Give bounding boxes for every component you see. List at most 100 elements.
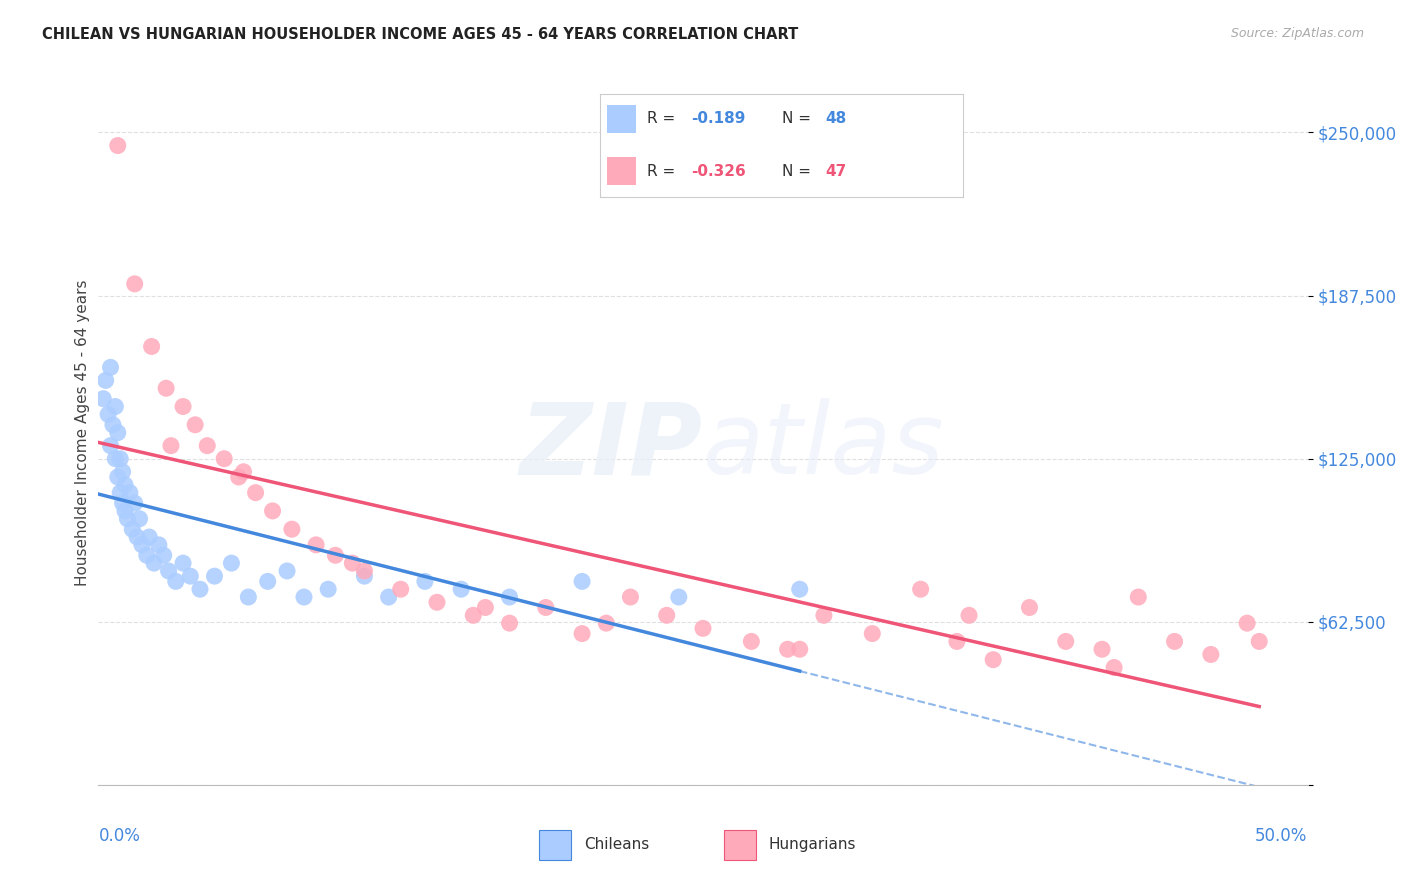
- Point: [118, 485, 141, 500]
- Point: [148, 538, 170, 552]
- Point: [97, 408, 120, 422]
- Point: [143, 556, 166, 570]
- Point: [160, 439, 183, 453]
- Point: [121, 522, 143, 536]
- Point: [325, 549, 347, 563]
- Point: [124, 277, 146, 291]
- Point: [114, 504, 136, 518]
- Point: [108, 485, 131, 500]
- Point: [131, 538, 153, 552]
- Point: [474, 600, 496, 615]
- Point: [107, 138, 129, 153]
- Point: [100, 360, 122, 375]
- Point: [107, 470, 129, 484]
- Point: [128, 512, 150, 526]
- Point: [100, 439, 122, 453]
- Point: [245, 485, 267, 500]
- Point: [789, 642, 811, 657]
- Text: 0.0%: 0.0%: [98, 827, 141, 846]
- Point: [179, 569, 201, 583]
- Point: [1102, 660, 1125, 674]
- Text: CHILEAN VS HUNGARIAN HOUSEHOLDER INCOME AGES 45 - 64 YEARS CORRELATION CHART: CHILEAN VS HUNGARIAN HOUSEHOLDER INCOME …: [42, 27, 799, 42]
- Point: [165, 574, 187, 589]
- Text: 50.0%: 50.0%: [1256, 827, 1308, 846]
- Point: [619, 590, 641, 604]
- Point: [184, 417, 207, 432]
- Point: [117, 512, 139, 526]
- Point: [172, 400, 194, 414]
- Point: [463, 608, 485, 623]
- Point: [342, 556, 364, 570]
- Point: [91, 392, 114, 406]
- Point: [111, 496, 134, 510]
- Point: [232, 465, 254, 479]
- Point: [172, 556, 194, 570]
- Point: [281, 522, 304, 536]
- Text: ZIP: ZIP: [520, 398, 703, 495]
- Point: [195, 439, 218, 453]
- Point: [571, 626, 593, 640]
- Text: Source: ZipAtlas.com: Source: ZipAtlas.com: [1230, 27, 1364, 40]
- Point: [114, 478, 136, 492]
- Point: [107, 425, 129, 440]
- Point: [910, 582, 932, 597]
- Point: [212, 451, 235, 466]
- Point: [316, 582, 339, 597]
- Point: [571, 574, 593, 589]
- Point: [104, 451, 127, 466]
- Y-axis label: Householder Income Ages 45 - 64 years: Householder Income Ages 45 - 64 years: [75, 279, 90, 586]
- Point: [981, 653, 1004, 667]
- Point: [141, 339, 163, 353]
- Point: [1091, 642, 1114, 657]
- Point: [1018, 600, 1040, 615]
- Point: [389, 582, 412, 597]
- Point: [740, 634, 762, 648]
- Point: [1249, 634, 1271, 648]
- Point: [1236, 616, 1258, 631]
- Point: [238, 590, 260, 604]
- Point: [124, 496, 146, 510]
- Point: [1163, 634, 1185, 648]
- Point: [353, 564, 375, 578]
- Point: [413, 574, 436, 589]
- Point: [860, 626, 883, 640]
- Point: [377, 590, 399, 604]
- Point: [262, 504, 284, 518]
- Point: [595, 616, 617, 631]
- Point: [104, 400, 127, 414]
- Point: [305, 538, 328, 552]
- Point: [498, 590, 520, 604]
- Point: [292, 590, 315, 604]
- Point: [692, 621, 714, 635]
- Point: [498, 616, 520, 631]
- Point: [138, 530, 160, 544]
- Point: [1128, 590, 1150, 604]
- Text: atlas: atlas: [703, 398, 945, 495]
- Point: [108, 451, 131, 466]
- Point: [157, 564, 180, 578]
- Point: [426, 595, 449, 609]
- Point: [668, 590, 690, 604]
- Point: [534, 600, 557, 615]
- Point: [276, 564, 298, 578]
- Point: [155, 381, 177, 395]
- Point: [188, 582, 211, 597]
- Point: [152, 549, 174, 563]
- Point: [135, 549, 157, 563]
- Point: [1054, 634, 1077, 648]
- Point: [228, 470, 250, 484]
- Point: [353, 569, 375, 583]
- Point: [204, 569, 226, 583]
- Point: [111, 465, 134, 479]
- Point: [776, 642, 799, 657]
- Point: [957, 608, 980, 623]
- Point: [256, 574, 278, 589]
- Point: [450, 582, 472, 597]
- Point: [94, 373, 117, 387]
- Point: [789, 582, 811, 597]
- Point: [655, 608, 678, 623]
- Point: [221, 556, 243, 570]
- Point: [1199, 648, 1222, 662]
- Point: [946, 634, 969, 648]
- Point: [127, 530, 149, 544]
